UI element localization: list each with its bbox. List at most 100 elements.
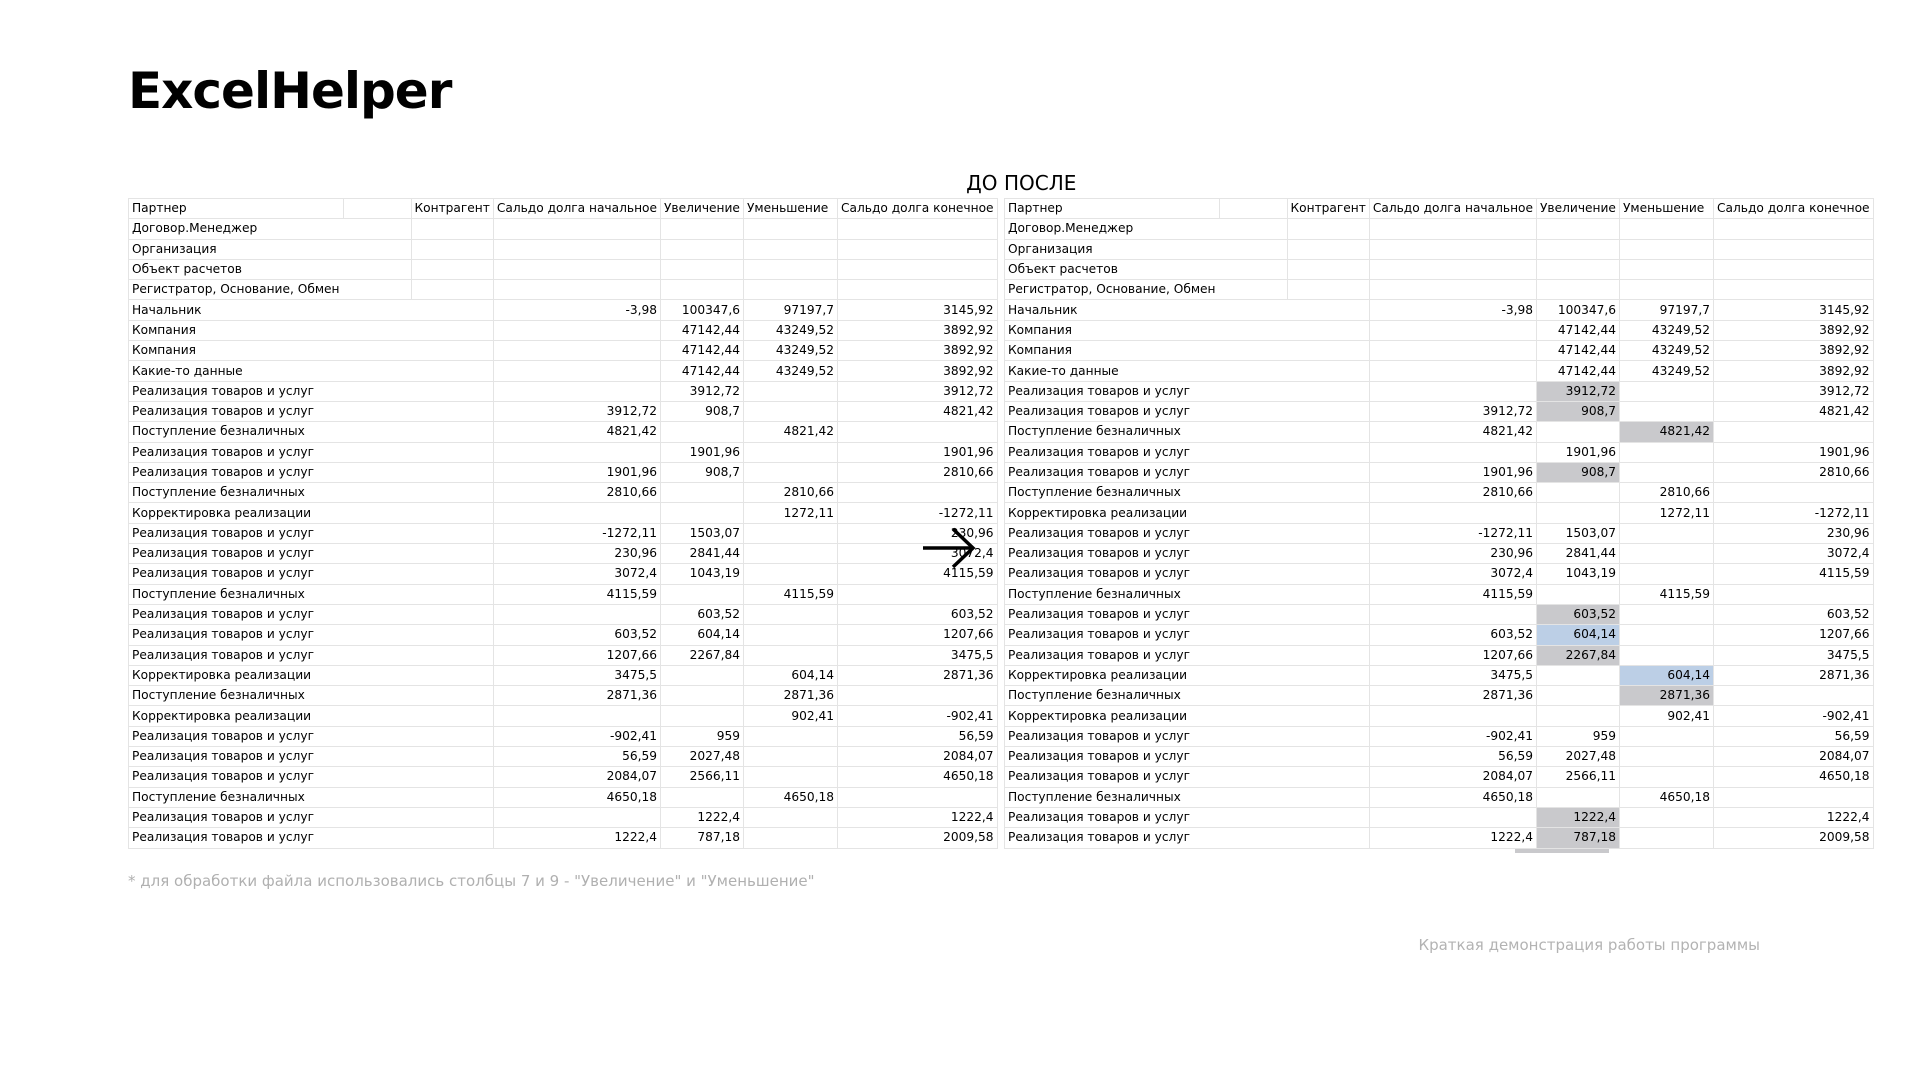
grouping-cell[interactable]: Организация xyxy=(1004,238,1219,260)
empty-cell[interactable] xyxy=(342,258,412,281)
decrease-cell[interactable] xyxy=(743,380,838,402)
column-header[interactable] xyxy=(342,197,412,220)
empty-cell[interactable] xyxy=(660,279,744,301)
start-balance-cell[interactable]: 1207,66 xyxy=(1368,644,1538,666)
row-label-cell[interactable]: Реализация товаров и услуг xyxy=(128,380,343,402)
end-balance-cell[interactable]: -902,41 xyxy=(837,705,998,727)
end-balance-cell[interactable]: 56,59 xyxy=(837,725,998,748)
counterparty-cell[interactable] xyxy=(1286,400,1370,423)
decrease-cell[interactable] xyxy=(743,624,838,646)
empty-cell[interactable] xyxy=(342,827,411,849)
increase-cell[interactable]: 959 xyxy=(660,725,744,748)
start-balance-cell[interactable]: -3,98 xyxy=(1368,299,1538,321)
increase-cell[interactable]: 47142,44 xyxy=(660,340,744,362)
end-balance-cell[interactable]: 3475,5 xyxy=(1713,644,1874,666)
column-header[interactable]: Партнер xyxy=(128,197,344,220)
empty-cell[interactable] xyxy=(1218,543,1287,565)
counterparty-cell[interactable] xyxy=(410,543,494,565)
column-header[interactable]: Сальдо долга конечное xyxy=(837,197,998,220)
decrease-cell[interactable]: 902,41 xyxy=(743,705,838,727)
start-balance-cell[interactable] xyxy=(1368,806,1538,829)
empty-cell[interactable] xyxy=(410,258,494,281)
increase-cell[interactable]: 100347,6 xyxy=(1536,299,1620,321)
start-balance-cell[interactable]: 2871,36 xyxy=(492,685,662,707)
row-label-cell[interactable]: Реализация товаров и услуг xyxy=(1004,644,1219,666)
decrease-cell[interactable]: 1272,11 xyxy=(1619,502,1714,524)
increase-cell[interactable]: 1901,96 xyxy=(1536,441,1620,463)
counterparty-cell[interactable] xyxy=(1286,725,1370,748)
start-balance-cell[interactable]: 3072,4 xyxy=(1368,563,1538,585)
empty-cell[interactable] xyxy=(342,441,411,463)
empty-cell[interactable] xyxy=(410,238,494,260)
empty-cell[interactable] xyxy=(342,218,412,240)
empty-cell[interactable] xyxy=(492,279,662,301)
increase-cell[interactable]: 604,14 xyxy=(1536,624,1620,646)
empty-cell[interactable] xyxy=(410,279,494,301)
start-balance-cell[interactable] xyxy=(1368,441,1538,463)
end-balance-cell[interactable] xyxy=(1713,583,1874,605)
column-header[interactable]: Уменьшение xyxy=(1619,197,1714,220)
decrease-cell[interactable] xyxy=(1619,827,1714,849)
increase-cell[interactable]: 2027,48 xyxy=(660,746,744,768)
start-balance-cell[interactable]: -902,41 xyxy=(1368,725,1538,748)
counterparty-cell[interactable] xyxy=(410,319,494,342)
empty-cell[interactable] xyxy=(1286,258,1370,281)
decrease-cell[interactable]: 43249,52 xyxy=(743,360,838,382)
end-balance-cell[interactable]: 3475,5 xyxy=(837,644,998,666)
increase-cell[interactable] xyxy=(1536,664,1620,687)
decrease-cell[interactable]: 2810,66 xyxy=(743,482,838,504)
row-label-cell[interactable]: Поступление безналичных xyxy=(1004,482,1219,504)
row-label-cell[interactable]: Реализация товаров и услуг xyxy=(128,725,343,748)
increase-cell[interactable]: 47142,44 xyxy=(660,360,744,382)
counterparty-cell[interactable] xyxy=(410,583,494,605)
counterparty-cell[interactable] xyxy=(410,664,494,687)
empty-cell[interactable] xyxy=(1218,461,1287,484)
empty-cell[interactable] xyxy=(1536,279,1620,301)
end-balance-cell[interactable]: 1901,96 xyxy=(1713,441,1874,463)
start-balance-cell[interactable] xyxy=(492,319,662,342)
empty-cell[interactable] xyxy=(837,258,998,281)
start-balance-cell[interactable]: 1222,4 xyxy=(1368,827,1538,849)
empty-cell[interactable] xyxy=(837,279,998,301)
start-balance-cell[interactable]: 56,59 xyxy=(492,746,662,768)
row-label-cell[interactable]: Корректировка реализации xyxy=(1004,502,1219,524)
row-label-cell[interactable]: Реализация товаров и услуг xyxy=(128,624,343,646)
row-label-cell[interactable]: Поступление безналичных xyxy=(1004,786,1219,808)
empty-cell[interactable] xyxy=(342,340,411,362)
end-balance-cell[interactable]: 3072,4 xyxy=(1713,543,1874,565)
end-balance-cell[interactable]: 3892,92 xyxy=(1713,360,1874,382)
end-balance-cell[interactable] xyxy=(837,786,998,808)
counterparty-cell[interactable] xyxy=(410,563,494,585)
empty-cell[interactable] xyxy=(342,786,411,808)
decrease-cell[interactable] xyxy=(743,563,838,585)
empty-cell[interactable] xyxy=(1218,421,1287,443)
row-label-cell[interactable]: Реализация товаров и услуг xyxy=(128,827,343,849)
row-label-cell[interactable]: Реализация товаров и услуг xyxy=(128,461,343,484)
row-label-cell[interactable]: Компания xyxy=(128,340,343,362)
counterparty-cell[interactable] xyxy=(410,421,494,443)
empty-cell[interactable] xyxy=(1218,482,1287,504)
empty-cell[interactable] xyxy=(342,319,411,342)
empty-cell[interactable] xyxy=(1218,522,1287,545)
column-header[interactable]: Увеличение xyxy=(660,197,744,220)
counterparty-cell[interactable] xyxy=(410,340,494,362)
increase-cell[interactable]: 787,18 xyxy=(1536,827,1620,849)
decrease-cell[interactable] xyxy=(743,522,838,545)
empty-cell[interactable] xyxy=(1218,299,1287,321)
increase-cell[interactable] xyxy=(660,685,744,707)
increase-cell[interactable]: 1222,4 xyxy=(1536,806,1620,829)
empty-cell[interactable] xyxy=(410,218,494,240)
decrease-cell[interactable]: 2871,36 xyxy=(743,685,838,707)
increase-cell[interactable] xyxy=(1536,685,1620,707)
counterparty-cell[interactable] xyxy=(1286,806,1370,829)
empty-cell[interactable] xyxy=(1536,258,1620,281)
counterparty-cell[interactable] xyxy=(410,644,494,666)
end-balance-cell[interactable]: 4650,18 xyxy=(837,766,998,788)
empty-cell[interactable] xyxy=(1368,218,1538,240)
counterparty-cell[interactable] xyxy=(410,827,494,849)
start-balance-cell[interactable]: 2084,07 xyxy=(1368,766,1538,788)
empty-cell[interactable] xyxy=(1368,258,1538,281)
empty-cell[interactable] xyxy=(1713,238,1874,260)
decrease-cell[interactable]: 4650,18 xyxy=(1619,786,1714,808)
decrease-cell[interactable] xyxy=(743,766,838,788)
